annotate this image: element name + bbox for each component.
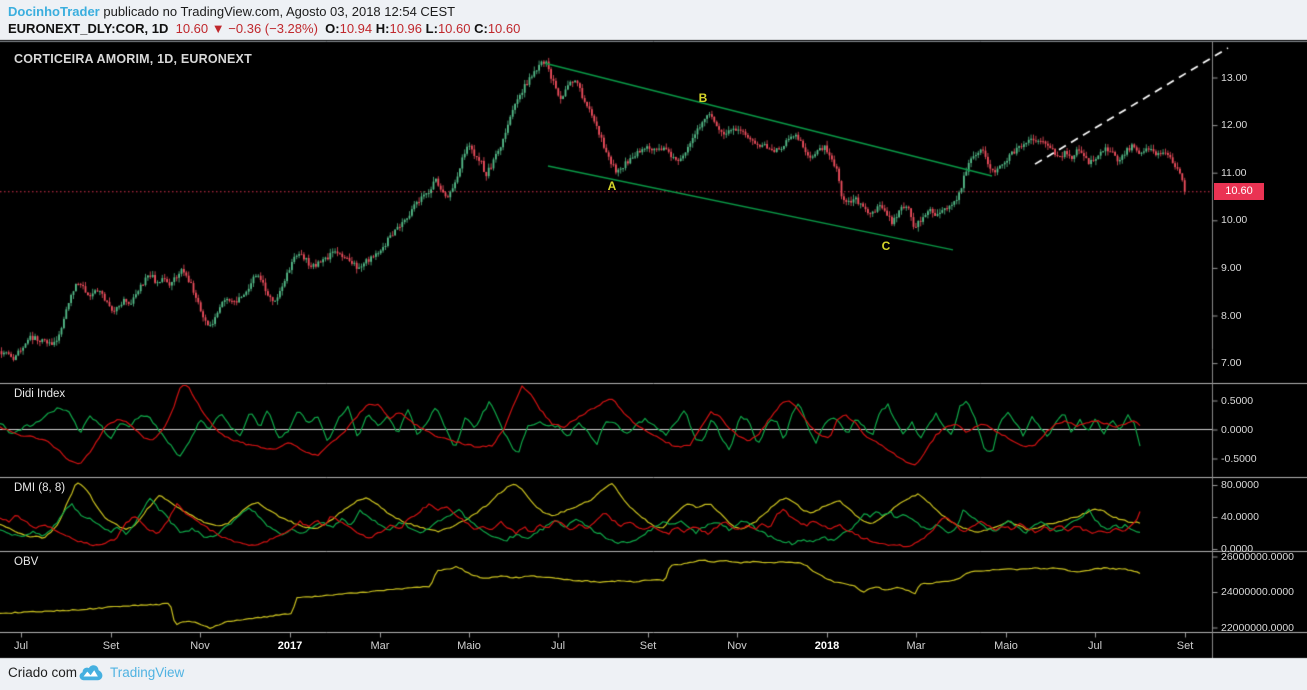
last-price-badge: 10.60 <box>1214 183 1264 201</box>
created-with-label: Criado com <box>8 665 78 680</box>
low-label: L: <box>425 21 438 36</box>
chart-title: CORTICEIRA AMORIM, 1D, EURONEXT <box>14 52 252 66</box>
down-arrow-icon: ▼ <box>211 21 225 36</box>
publish-info: publicado no TradingView.com, Agosto 03,… <box>99 4 456 19</box>
author-link[interactable]: DocinhoTrader <box>8 4 100 19</box>
symbol-name[interactable]: EURONEXT_DLY:COR, 1D <box>8 21 169 36</box>
symbol-line: EURONEXT_DLY:COR, 1D 10.60 ▼ −0.36 (−3.2… <box>8 21 520 36</box>
price-axis[interactable] <box>1212 40 1307 633</box>
snapshot-header: DocinhoTrader publicado no TradingView.c… <box>0 0 1307 40</box>
price-change-value: −0.36 (−3.28%) <box>228 21 318 36</box>
time-axis[interactable] <box>0 633 1212 658</box>
indicator-title-dmi[interactable]: DMI (8, 8) <box>14 482 66 494</box>
last-price: 10.60 <box>175 21 209 36</box>
close-value: 10.60 <box>487 21 521 36</box>
close-label: C: <box>474 21 488 36</box>
indicator-title-didi[interactable]: Didi Index <box>14 388 66 400</box>
tradingview-link[interactable]: TradingView <box>110 665 185 680</box>
snapshot-footer: Criado com TradingView <box>0 658 1307 690</box>
publish-line: DocinhoTrader publicado no TradingView.c… <box>8 4 455 19</box>
high-label: H: <box>375 21 390 36</box>
indicator-title-obv[interactable]: OBV <box>14 556 39 568</box>
tradingview-logo-icon[interactable] <box>78 664 104 687</box>
low-value: 10.60 <box>437 21 471 36</box>
high-value: 10.96 <box>389 21 423 36</box>
open-value: 10.94 <box>339 21 373 36</box>
open-label: O: <box>325 21 340 36</box>
